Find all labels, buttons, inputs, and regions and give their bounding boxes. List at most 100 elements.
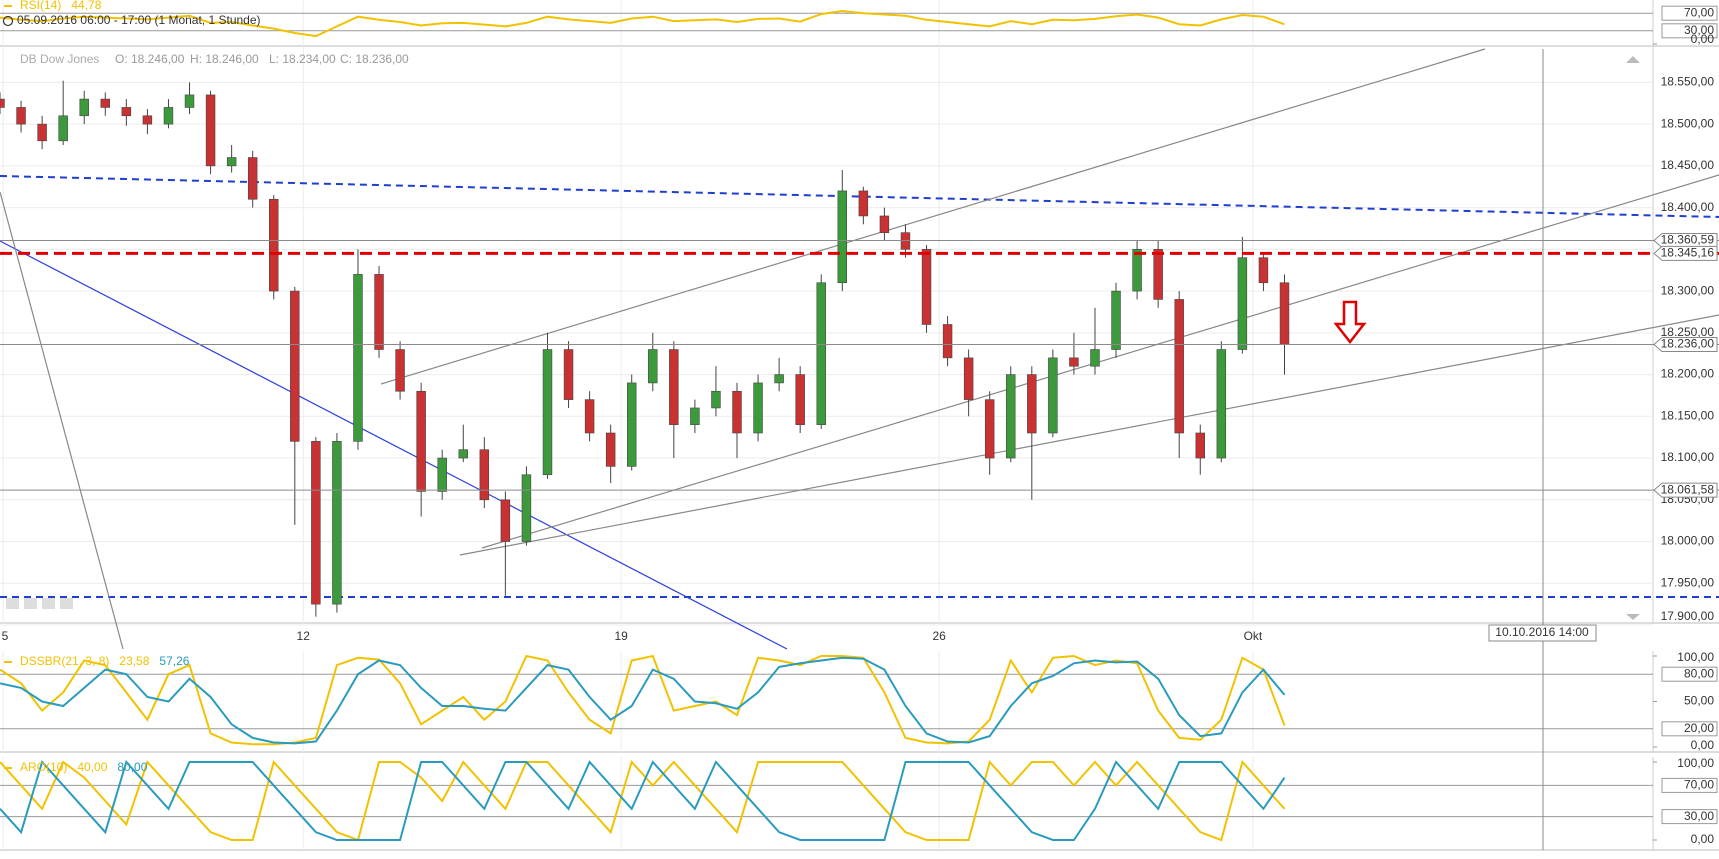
y-tick-label: 0,00 <box>1691 832 1715 846</box>
trend-line <box>0 240 788 650</box>
candle-body <box>984 399 995 459</box>
y-tick-label: 18.150,00 <box>1661 408 1715 422</box>
candle-body <box>774 374 784 384</box>
candle-body <box>1006 374 1016 459</box>
level-box <box>1653 337 1718 353</box>
clock-icon <box>2 15 14 27</box>
scroll-down[interactable] <box>1626 614 1640 620</box>
y-tick-label: 18.450,00 <box>1661 158 1715 172</box>
x-tick-label: 12 <box>297 629 311 643</box>
trend-line <box>0 175 1719 218</box>
y-tick-label: 17.900,00 <box>1661 609 1715 623</box>
tick-box <box>1661 809 1718 825</box>
legend-name: RSI(14) <box>20 0 61 12</box>
candle-body <box>584 399 595 434</box>
series-line <box>0 760 1286 841</box>
y-tick-label: 80,00 <box>1684 666 1714 680</box>
legend-name: ARO(10) <box>20 760 67 774</box>
tool-button[interactable] <box>24 598 37 609</box>
candle-body <box>353 274 363 442</box>
y-tick-label: 50,00 <box>1684 694 1714 708</box>
series-line <box>0 656 1286 745</box>
candle-body <box>690 407 700 425</box>
candle-body <box>205 94 216 167</box>
tool-button[interactable] <box>6 598 19 609</box>
candle-body <box>669 349 679 425</box>
candle-body <box>0 98 5 108</box>
candle-body <box>163 107 174 125</box>
ohlc-value: C: 18.236,00 <box>340 52 409 66</box>
series-line <box>0 759 1286 842</box>
y-tick-label: 18.500,00 <box>1661 116 1715 130</box>
ohlc-value: H: 18.246,00 <box>190 52 259 66</box>
tool-button[interactable] <box>60 598 73 609</box>
scroll-up[interactable] <box>1626 56 1640 63</box>
ohlc-value: L: 18.234,00 <box>269 52 336 66</box>
trend-line <box>0 191 124 650</box>
candle-body <box>605 432 616 467</box>
x-tick-label: 5 <box>2 629 9 643</box>
candle-body <box>374 274 384 350</box>
instrument-title: DB Dow Jones <box>20 52 99 66</box>
y-tick-label: 0,00 <box>1691 738 1715 752</box>
tick-box <box>1661 777 1718 793</box>
y-tick-label: 100,00 <box>1677 756 1714 770</box>
y-tick-label: 18.100,00 <box>1661 450 1715 464</box>
toolbar <box>6 598 73 609</box>
y-tick-label: 20,00 <box>1684 721 1714 735</box>
candle-body <box>921 249 932 325</box>
candle-body <box>816 282 826 425</box>
candle-body <box>395 349 405 392</box>
trend-line <box>481 174 1719 549</box>
candle-body <box>858 190 869 217</box>
candle-body <box>416 390 426 492</box>
candle-body <box>626 382 637 467</box>
candle-body <box>37 123 47 142</box>
drawing-layer <box>0 48 1719 850</box>
candle-body <box>837 190 848 284</box>
y-tick-label: 18.000,00 <box>1661 534 1715 548</box>
tool-button[interactable] <box>42 598 55 609</box>
candle-body <box>58 115 68 142</box>
y-tick-label: 18.400,00 <box>1661 200 1715 214</box>
level-label: 18.061,58 <box>1661 482 1715 496</box>
tick-box <box>1661 666 1718 682</box>
candle-body <box>311 441 321 605</box>
candle-body <box>1090 349 1100 367</box>
candle-body <box>100 98 111 108</box>
down-arrow <box>1333 300 1367 345</box>
candle-body <box>1069 357 1079 367</box>
y-tick-label: 18.300,00 <box>1661 283 1715 297</box>
period: 05.09.2016 06:00 - 17:00 (1 Monat, 1 Stu… <box>17 13 261 27</box>
y-tick-label: 70,00 <box>1684 5 1714 19</box>
legend-value: 80,00 <box>117 760 147 774</box>
level-label: 18.236,00 <box>1661 337 1715 351</box>
candle-body <box>648 349 658 384</box>
level-box <box>1653 233 1718 249</box>
candle-body <box>753 382 763 434</box>
ohlc-value: O: 18.246,00 <box>115 52 185 66</box>
candle-body <box>1132 249 1142 292</box>
legend-value: 40,00 <box>77 760 107 774</box>
candle-body <box>1279 282 1290 345</box>
tick-box <box>1661 721 1718 737</box>
candle-body <box>290 290 300 442</box>
candle-body <box>1258 257 1269 284</box>
candle-body <box>500 499 511 542</box>
y-tick-label: 30,00 <box>1684 809 1714 823</box>
x-tick-label: 26 <box>932 629 946 643</box>
level-box <box>1653 482 1718 498</box>
candle-body <box>563 349 574 400</box>
candle-body <box>711 390 721 409</box>
legend-value: 44,78 <box>71 0 101 12</box>
level-label: 18.360,59 <box>1661 233 1715 247</box>
candle-body <box>795 374 805 425</box>
y-tick-label: 18.200,00 <box>1661 367 1715 381</box>
candle-body <box>479 449 490 501</box>
candle-body <box>542 349 553 476</box>
tick-box <box>1661 23 1718 39</box>
